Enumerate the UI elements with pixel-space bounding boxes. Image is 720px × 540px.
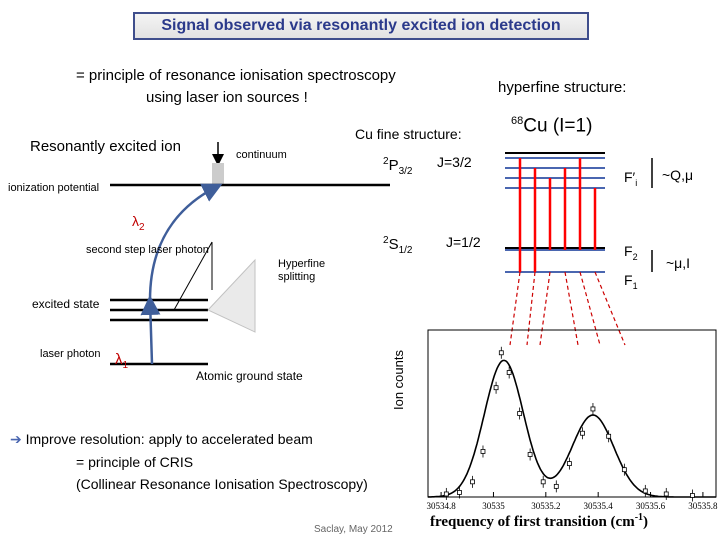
hyperfine-splitting-label: Hyperfine splitting [278,258,326,283]
improve-line-3: (Collinear Resonance Ionisation Spectros… [76,476,368,492]
improve-line-1: ➔ Improve resolution: apply to accelerat… [10,431,313,447]
data-point [606,433,612,439]
second-step-arrow [148,183,223,301]
data-point [493,385,499,391]
x-tick-label: 30535 [482,501,505,511]
data-point [553,483,559,489]
lambda1-label: λ1 [115,351,129,371]
fine-heading: Cu fine structure: [355,126,462,142]
continuum-band [212,163,224,185]
x-axis-label: frequency of first transition (cm-1) [430,512,649,530]
ground-state-label: Atomic ground state [196,369,303,383]
data-point [540,479,546,485]
scheme-heading: Resonantly excited ion [30,138,181,155]
data-point [498,350,504,356]
data-point [566,461,572,467]
data-point [580,430,585,436]
data-point [470,479,475,485]
s12-label: 2S1/2 [383,235,413,256]
data-point [443,491,449,497]
slide-title: Signal observed via resonantly excited i… [133,12,589,40]
p32-label: 2P3/2 [383,156,413,177]
p32-j-label: J=3/2 [437,154,472,170]
x-tick-label: 30535.8 [688,501,718,511]
footer-date: Saclay, May 2012 [314,524,393,535]
f1-label: F1 [624,272,638,291]
data-point [590,406,596,412]
intro-line-1: = principle of resonance ionisation spec… [76,67,396,84]
laser-photon-arrow [140,295,161,365]
f2-label: F2 [624,243,638,262]
data-point [480,449,486,454]
data-point [621,467,627,473]
second-step-label: second step laser photon [86,244,209,256]
x-tick-label: 30535.2 [531,501,560,511]
improve-line-2: = principle of CRIS [76,454,194,470]
fit-curve [428,359,716,498]
continuum-label: continuum [236,149,287,161]
intro-line-2: using laser ion sources ! [146,89,308,106]
data-point [506,370,512,375]
arrow-right-icon: ➔ [10,431,22,447]
lambda2-label: λ2 [132,213,145,233]
x-tick-label: 30534.8 [426,501,456,511]
excited-state-label: excited state [32,297,100,311]
ionization-label: ionization potential [8,182,100,194]
hyperfine-pointer [173,241,213,311]
data-point [527,452,533,457]
laser-photon-label: laser photon [40,348,101,360]
data-point [663,491,669,497]
hyperfine-heading: hyperfine structure: [498,79,627,96]
data-point [517,411,523,416]
isotope-label: 68Cu (I=1) [511,115,593,137]
lower-splitting-label: ~μ,I [666,255,691,271]
data-point [457,490,462,495]
s12-j-label: J=1/2 [446,234,481,250]
x-tick-label: 30535.4 [584,501,614,511]
transition-connectors [509,271,626,346]
f-prime-label: F′i [624,169,638,188]
data-point [642,488,648,494]
plot-frame [427,329,717,498]
upper-splitting-label: ~Q,μ [662,167,694,183]
x-tick-label: 30535.6 [636,501,666,511]
data-point [690,493,695,498]
